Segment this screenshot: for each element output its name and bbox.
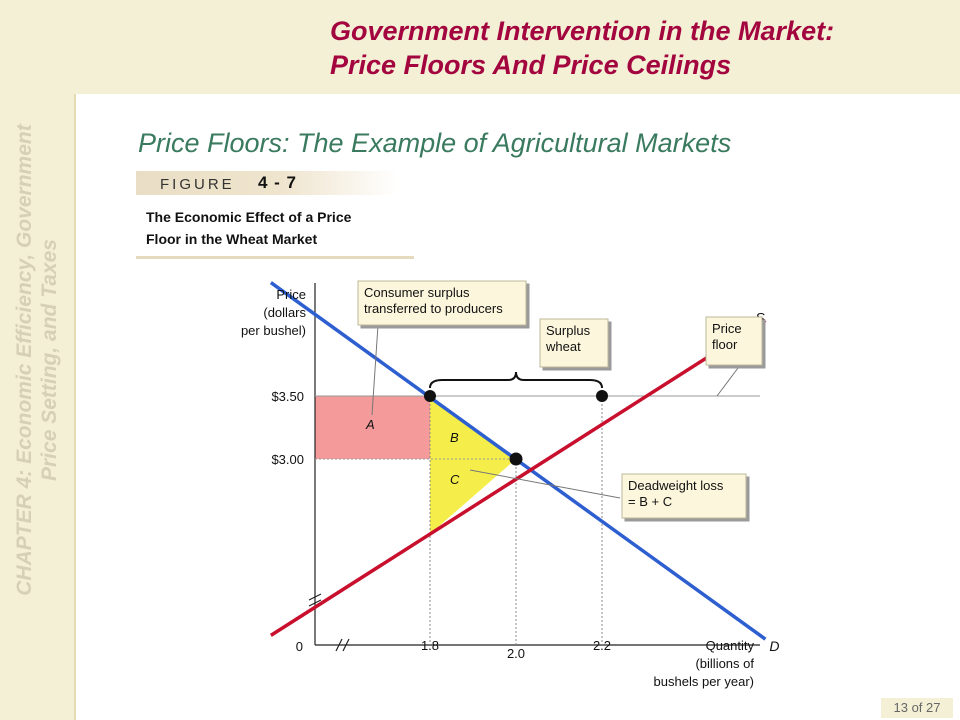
price-floor-leader (716, 367, 739, 397)
price-floor-callout-text: floor (712, 337, 738, 352)
deadweight-loss-callout (621, 473, 747, 519)
consumer-surplus-callout-text: Consumer surplus (364, 285, 470, 300)
quantity-supplied-point (596, 390, 608, 402)
figure-caption-line2: Floor in the Wheat Market (146, 231, 318, 247)
y-axis-label-line: Price (276, 287, 306, 302)
sidebar-divider (74, 80, 76, 720)
area-b-label: B (450, 430, 459, 445)
origin-label: 0 (296, 639, 303, 654)
deadweight-loss-leader (469, 469, 621, 499)
figure-caption-line1: The Economic Effect of a Price (146, 209, 352, 225)
slide-title-line1: Government Intervention in the Market: (330, 16, 835, 46)
figure-caption: The Economic Effect of a Price Floor in … (146, 206, 351, 250)
deadweight-loss-callout-text: Deadweight loss (628, 478, 724, 493)
area-c (430, 459, 516, 535)
sidebar (0, 0, 74, 720)
slide-title-line2: Price Floors And Price Ceilings (330, 50, 732, 80)
surplus-wheat-callout (539, 318, 609, 368)
surplus-brace (429, 371, 603, 389)
x-axis-label-line: (billions of (695, 656, 754, 671)
consumer-surplus-callout-text: transferred to producers (364, 301, 503, 316)
figure-word: FIGURE (160, 176, 235, 193)
x-axis-break (335, 638, 350, 652)
consumer-surplus-leader (371, 324, 379, 416)
surplus-wheat-callout-text: Surplus (546, 323, 591, 338)
price-floor-callout (705, 316, 763, 366)
x-axis-label-line: bushels per year) (654, 674, 754, 689)
area-c-label: C (450, 472, 460, 487)
y-tick-label: $3.00 (271, 452, 304, 467)
slide-title: Government Intervention in the Market: P… (330, 14, 834, 82)
caption-rule (136, 256, 414, 259)
supply-curve (269, 318, 767, 637)
y-axis-break (308, 593, 322, 607)
deadweight-loss-callout-text: = B + C (628, 494, 672, 509)
figure-label-band (136, 171, 398, 195)
demand-label: D (769, 638, 779, 654)
x-axis-label-line: Quantity (706, 638, 755, 653)
surplus-wheat-callout-text: wheat (545, 339, 581, 354)
equilibrium-point (509, 452, 523, 466)
y-axis-label-line: (dollars (263, 305, 306, 320)
quantity-demanded-point (424, 390, 436, 402)
area-a-label: A (365, 417, 375, 432)
y-axis-label-line: per bushel) (241, 323, 306, 338)
header-bar (74, 0, 960, 94)
figure-number: 4 - 7 (258, 173, 298, 192)
x-tick-label: 1.8 (421, 638, 439, 653)
consumer-surplus-callout (357, 280, 527, 326)
price-floor-callout-text: Price (712, 321, 742, 336)
x-tick-label: 2.0 (507, 646, 525, 661)
page-number: 13 of 27 (881, 698, 953, 718)
x-tick-label: 2.2 (593, 638, 611, 653)
y-tick-label: $3.50 (271, 389, 304, 404)
slide-subtitle: Price Floors: The Example of Agricultura… (138, 128, 732, 158)
